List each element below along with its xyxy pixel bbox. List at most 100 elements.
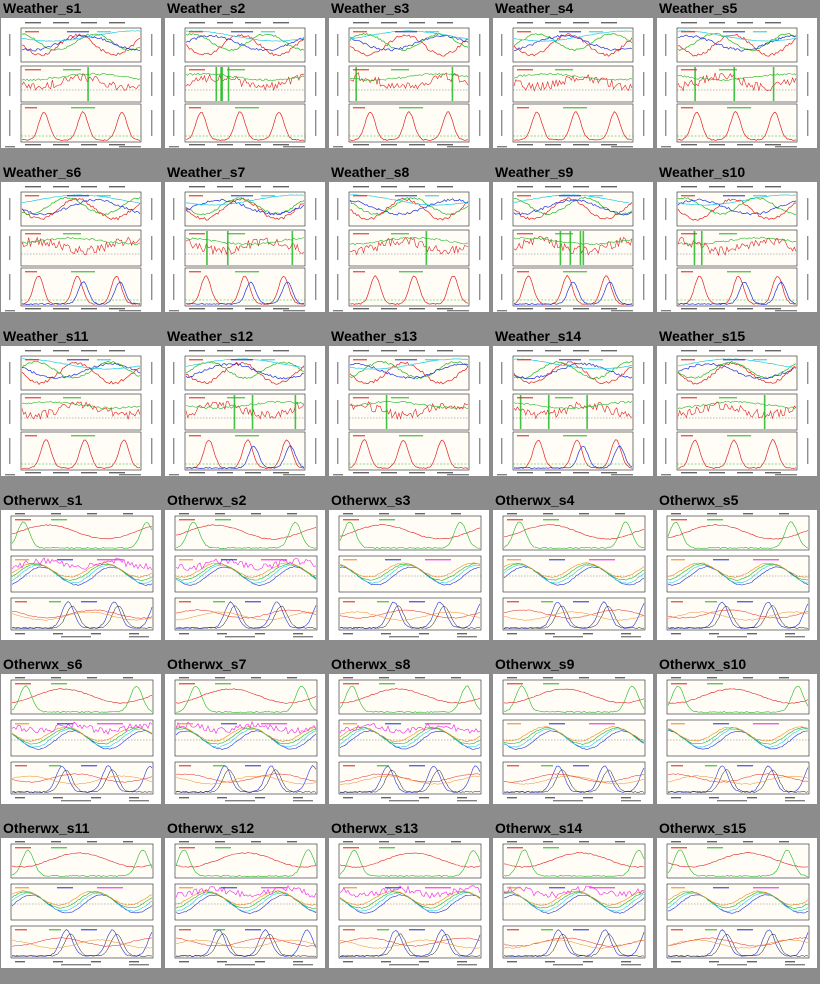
- station-title: Weather_s6: [3, 164, 82, 180]
- station-title: Weather_s10: [659, 164, 746, 180]
- station-cell: Weather_s3: [328, 0, 492, 164]
- weather-plot-graphic: [333, 22, 481, 148]
- station-cell: Weather_s14: [492, 328, 656, 492]
- otherwx-plot-graphic: [10, 677, 154, 802]
- otherwx-plot-thumbnail[interactable]: [329, 674, 489, 804]
- station-title: Otherwx_s15: [659, 820, 747, 836]
- station-cell: Otherwx_s12: [164, 820, 328, 984]
- station-title: Weather_s14: [495, 328, 582, 344]
- weather-plot-graphic: [497, 350, 645, 476]
- otherwx-plot-thumbnail[interactable]: [329, 838, 489, 968]
- station-title: Otherwx_s11: [3, 820, 90, 836]
- station-cell: Otherwx_s2: [164, 492, 328, 656]
- otherwx-plot-graphic: [666, 841, 810, 966]
- station-title: Weather_s11: [3, 328, 89, 344]
- station-title: Weather_s4: [495, 0, 574, 16]
- weather-plot-graphic: [661, 350, 809, 476]
- otherwx-plot-thumbnail[interactable]: [493, 838, 653, 968]
- station-cell: Otherwx_s3: [328, 492, 492, 656]
- weather-plot-thumbnail[interactable]: [165, 346, 325, 476]
- weather-plot-thumbnail[interactable]: [165, 182, 325, 312]
- station-cell: Weather_s13: [328, 328, 492, 492]
- weather-plot-thumbnail[interactable]: [493, 346, 653, 476]
- weather-plot-graphic: [661, 186, 809, 312]
- station-cell: Otherwx_s1: [0, 492, 164, 656]
- station-title: Otherwx_s6: [3, 656, 83, 672]
- weather-plot-graphic: [169, 186, 317, 312]
- otherwx-plot-thumbnail[interactable]: [165, 510, 325, 640]
- otherwx-plot-thumbnail[interactable]: [657, 838, 817, 968]
- otherwx-plot-thumbnail[interactable]: [493, 510, 653, 640]
- station-cell: Weather_s6: [0, 164, 164, 328]
- station-cell: Otherwx_s5: [656, 492, 820, 656]
- otherwx-plot-graphic: [502, 513, 646, 638]
- station-cell: Weather_s8: [328, 164, 492, 328]
- otherwx-plot-thumbnail[interactable]: [165, 674, 325, 804]
- weather-plot-thumbnail[interactable]: [329, 182, 489, 312]
- station-title: Otherwx_s13: [331, 820, 419, 836]
- weather-plot-thumbnail[interactable]: [165, 18, 325, 148]
- otherwx-plot-thumbnail[interactable]: [329, 510, 489, 640]
- otherwx-plot-graphic: [338, 677, 482, 802]
- otherwx-plot-thumbnail[interactable]: [1, 510, 161, 640]
- otherwx-plot-graphic: [502, 841, 646, 966]
- station-title: Otherwx_s9: [495, 656, 575, 672]
- station-cell: Weather_s9: [492, 164, 656, 328]
- weather-plot-graphic: [5, 350, 153, 476]
- station-cell: Otherwx_s11: [0, 820, 164, 984]
- station-title: Otherwx_s10: [659, 656, 747, 672]
- station-cell: Weather_s12: [164, 328, 328, 492]
- station-title: Weather_s5: [659, 0, 738, 16]
- otherwx-plot-thumbnail[interactable]: [1, 838, 161, 968]
- station-cell: Weather_s15: [656, 328, 820, 492]
- weather-plot-graphic: [661, 22, 809, 148]
- weather-plot-graphic: [5, 22, 153, 148]
- weather-plot-thumbnail[interactable]: [329, 18, 489, 148]
- otherwx-plot-graphic: [10, 513, 154, 638]
- station-title: Weather_s15: [659, 328, 746, 344]
- weather-plot-thumbnail[interactable]: [329, 346, 489, 476]
- station-title: Weather_s7: [167, 164, 246, 180]
- station-cell: Weather_s2: [164, 0, 328, 164]
- otherwx-plot-thumbnail[interactable]: [1, 674, 161, 804]
- station-title: Weather_s2: [167, 0, 246, 16]
- station-cell: Weather_s10: [656, 164, 820, 328]
- station-title: Otherwx_s2: [167, 492, 247, 508]
- station-title: Weather_s8: [331, 164, 410, 180]
- otherwx-plot-thumbnail[interactable]: [657, 674, 817, 804]
- otherwx-plot-graphic: [338, 513, 482, 638]
- station-cell: Weather_s4: [492, 0, 656, 164]
- weather-plot-graphic: [497, 22, 645, 148]
- station-cell: Otherwx_s6: [0, 656, 164, 820]
- station-title: Weather_s12: [167, 328, 254, 344]
- weather-plot-thumbnail[interactable]: [493, 182, 653, 312]
- station-title: Otherwx_s3: [331, 492, 411, 508]
- otherwx-plot-thumbnail[interactable]: [493, 674, 653, 804]
- station-cell: Weather_s11: [0, 328, 164, 492]
- weather-plot-thumbnail[interactable]: [1, 346, 161, 476]
- station-cell: Otherwx_s15: [656, 820, 820, 984]
- weather-plot-graphic: [333, 350, 481, 476]
- weather-plot-thumbnail[interactable]: [1, 182, 161, 312]
- station-title: Weather_s3: [331, 0, 410, 16]
- weather-plot-thumbnail[interactable]: [1, 18, 161, 148]
- station-title: Otherwx_s14: [495, 820, 583, 836]
- otherwx-plot-thumbnail[interactable]: [657, 510, 817, 640]
- station-cell: Weather_s5: [656, 0, 820, 164]
- station-title: Otherwx_s8: [331, 656, 411, 672]
- weather-plot-graphic: [169, 350, 317, 476]
- station-cell: Otherwx_s10: [656, 656, 820, 820]
- weather-plot-graphic: [5, 186, 153, 312]
- otherwx-plot-thumbnail[interactable]: [165, 838, 325, 968]
- weather-plot-thumbnail[interactable]: [493, 18, 653, 148]
- weather-plot-thumbnail[interactable]: [657, 182, 817, 312]
- otherwx-plot-graphic: [174, 513, 318, 638]
- station-title: Otherwx_s5: [659, 492, 739, 508]
- weather-plot-thumbnail[interactable]: [657, 346, 817, 476]
- station-cell: Otherwx_s8: [328, 656, 492, 820]
- otherwx-plot-graphic: [10, 841, 154, 966]
- station-cell: Otherwx_s4: [492, 492, 656, 656]
- weather-plot-graphic: [169, 22, 317, 148]
- weather-plot-thumbnail[interactable]: [657, 18, 817, 148]
